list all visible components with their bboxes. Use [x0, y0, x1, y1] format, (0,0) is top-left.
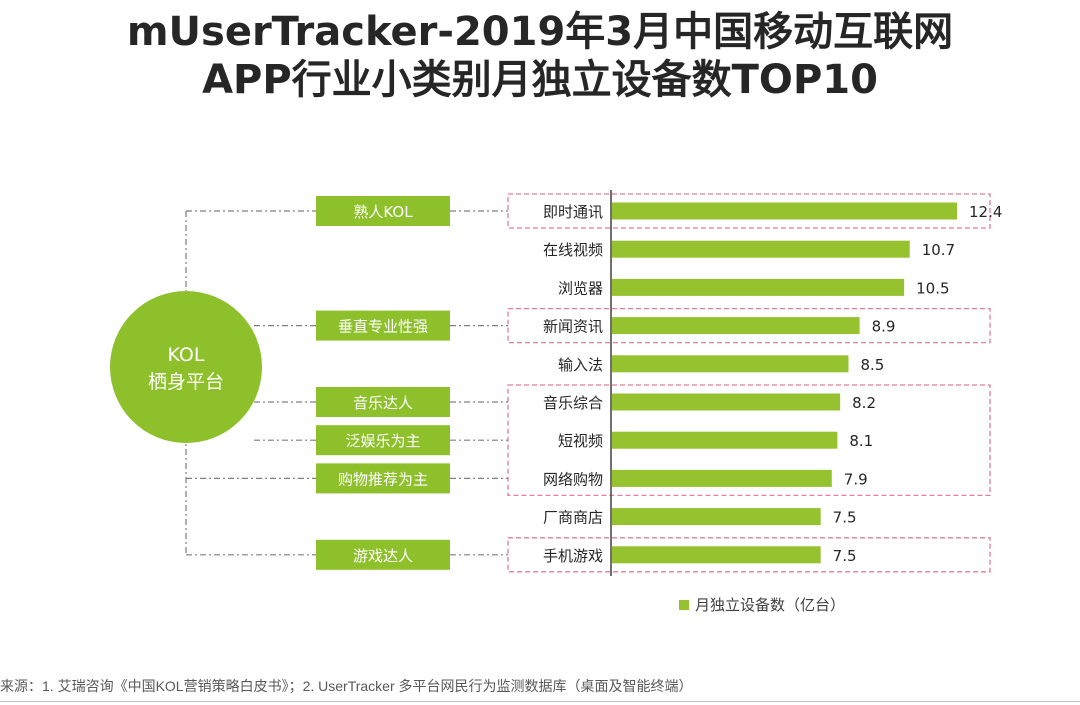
category-label-8: 厂商商店 [543, 509, 603, 527]
kol-type-label-4: 购物推荐为主 [338, 470, 428, 488]
highlight-box-0 [507, 193, 991, 229]
bar-value-label-4: 8.5 [860, 356, 884, 374]
category-label-6: 短视频 [558, 432, 603, 450]
source-note: 来源：1. 艾瑞咨询《中国KOL营销策略白皮书》；2. UserTracker … [0, 678, 693, 694]
bar-value-label-9: 7.5 [833, 547, 857, 565]
kol-platform-label-line-2: 栖身平台 [148, 371, 224, 393]
kol-type-tag-3 [316, 425, 450, 456]
kol-type-label-3: 泛娱乐为主 [345, 432, 420, 450]
chart-title-line-1: mUserTracker-2019年3月中国移动互联网 [126, 9, 954, 55]
category-label-9: 手机游戏 [543, 547, 603, 565]
bar-value-label-0: 12.4 [969, 203, 1002, 221]
bar-0 [612, 202, 957, 220]
kol-type-tag-5 [316, 539, 450, 570]
bar-6 [612, 431, 838, 449]
category-label-5: 音乐综合 [543, 394, 603, 412]
kol-platform-label-line-1: KOL [168, 344, 205, 366]
legend-label: 月独立设备数（亿台） [695, 596, 845, 614]
bar-value-label-5: 8.2 [852, 394, 876, 412]
kol-type-label-5: 游戏达人 [353, 547, 413, 565]
kol-type-tag-2 [316, 387, 450, 417]
bar-8 [612, 508, 821, 526]
kol-type-label-1: 垂直专业性强 [338, 318, 428, 336]
bottom-divider [0, 701, 1080, 702]
highlight-box-1 [507, 307, 991, 344]
category-label-0: 即时通讯 [543, 203, 603, 221]
bar-value-label-8: 7.5 [833, 509, 857, 527]
chart-title-line-2: APP行业小类别月独立设备数TOP10 [202, 57, 878, 103]
bar-value-label-6: 8.1 [849, 432, 873, 450]
bar-2 [612, 278, 905, 296]
kol-type-tag-0 [316, 196, 450, 226]
bar-value-label-1: 10.7 [922, 241, 955, 259]
bar-3 [612, 317, 860, 335]
kol-type-tag-1 [316, 310, 450, 341]
kol-type-tag-4 [316, 463, 450, 494]
kol-platform-circle [110, 291, 262, 443]
category-label-7: 网络购物 [543, 470, 603, 488]
category-label-3: 新闻资讯 [543, 318, 603, 336]
bar-7 [612, 469, 832, 487]
category-label-2: 浏览器 [558, 279, 603, 297]
highlight-box-3 [507, 537, 991, 573]
bar-value-label-7: 7.9 [844, 470, 868, 488]
bar-value-label-2: 10.5 [916, 279, 949, 297]
kol-type-label-0: 熟人KOL [353, 203, 413, 221]
bar-9 [612, 546, 821, 564]
legend-swatch [679, 600, 689, 610]
category-label-4: 输入法 [558, 356, 603, 374]
bar-5 [612, 393, 841, 411]
kol-type-label-2: 音乐达人 [353, 394, 413, 412]
bar-value-label-3: 8.9 [872, 318, 896, 336]
category-label-1: 在线视频 [543, 241, 603, 259]
bar-4 [612, 355, 849, 373]
bar-1 [612, 240, 910, 258]
